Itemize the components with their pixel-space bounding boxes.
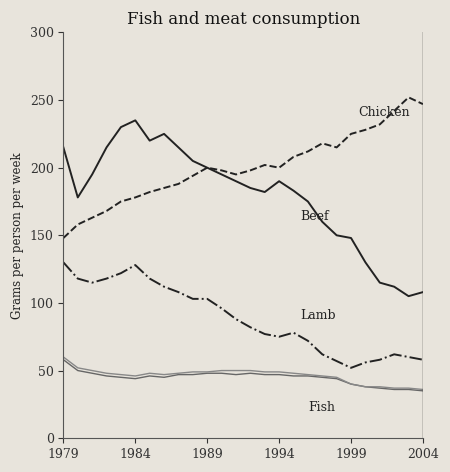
Text: Beef: Beef [301, 211, 329, 223]
Text: Fish: Fish [308, 401, 335, 414]
Text: Lamb: Lamb [301, 309, 336, 322]
Text: Chicken: Chicken [358, 106, 410, 119]
Title: Fish and meat consumption: Fish and meat consumption [126, 11, 360, 28]
Y-axis label: Grams per person per week: Grams per person per week [11, 152, 24, 319]
